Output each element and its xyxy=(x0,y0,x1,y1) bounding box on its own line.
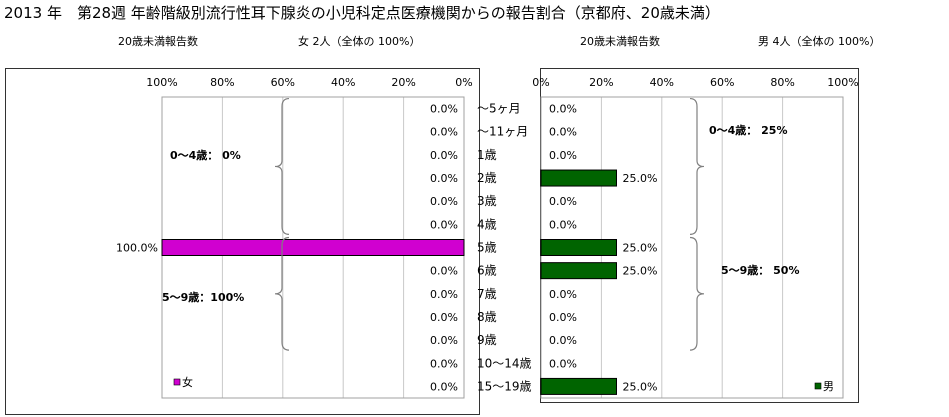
category-label: 7歳 xyxy=(477,287,497,301)
male-x-tick-label: 100% xyxy=(827,76,858,89)
male-x-tick-label: 0% xyxy=(532,76,549,89)
category-label: 5歳 xyxy=(477,241,497,255)
category-label: 4歳 xyxy=(477,217,497,231)
male-value-label: 0.0% xyxy=(549,149,577,162)
male-value-label: 0.0% xyxy=(549,334,577,347)
category-label: ～5ヶ月 xyxy=(477,102,521,116)
male-brace-0-4 xyxy=(689,97,705,235)
category-label: 8歳 xyxy=(477,310,497,324)
category-label: 6歳 xyxy=(477,264,497,278)
male-total: 男 4人（全体の 100%） xyxy=(758,35,881,48)
female-value-label: 0.0% xyxy=(430,103,458,116)
category-label: 1歳 xyxy=(477,148,497,162)
female-value-label: 0.0% xyxy=(430,126,458,139)
category-label: 15～19歳 xyxy=(477,379,532,393)
male-x-tick-label: 40% xyxy=(650,76,674,89)
male-bar xyxy=(540,169,617,187)
male-value-label: 0.0% xyxy=(549,311,577,324)
male-group-0-4-annotation: 0～4歳： 25% xyxy=(709,123,787,137)
male-chart-frame xyxy=(540,68,859,403)
category-label: 3歳 xyxy=(477,194,497,208)
male-x-tick-label: 80% xyxy=(770,76,794,89)
male-group-5-9-annotation: 5～9歳： 50% xyxy=(721,263,799,277)
male-count-label: 20歳未満報告数 xyxy=(580,35,660,48)
female-brace-5-9 xyxy=(274,236,290,351)
male-value-label: 0.0% xyxy=(549,195,577,208)
category-label: 10～14歳 xyxy=(477,356,532,370)
female-group-0-4-annotation: 0～4歳： 0% xyxy=(170,148,241,162)
male-value-label: 0.0% xyxy=(549,357,577,370)
female-value-label: 0.0% xyxy=(430,265,458,278)
female-legend-label: 女 xyxy=(182,375,193,389)
female-count-label: 20歳未満報告数 xyxy=(118,35,198,48)
male-value-label: 0.0% xyxy=(549,103,577,116)
male-value-label: 25.0% xyxy=(623,380,658,393)
male-x-tick-label: 60% xyxy=(710,76,734,89)
female-bar xyxy=(161,239,465,256)
male-bar xyxy=(540,262,617,280)
female-x-tick-label: 60% xyxy=(271,76,295,89)
male-value-label: 0.0% xyxy=(549,218,577,231)
male-legend-swatch xyxy=(814,382,822,390)
male-x-tick-label: 20% xyxy=(589,76,613,89)
female-brace-0-4 xyxy=(274,97,290,235)
female-value-label: 0.0% xyxy=(430,288,458,301)
female-value-label: 0.0% xyxy=(430,218,458,231)
female-legend-swatch xyxy=(173,378,181,386)
male-value-label: 25.0% xyxy=(623,242,658,255)
female-x-tick-label: 20% xyxy=(391,76,415,89)
category-label: ～11ヶ月 xyxy=(477,125,528,139)
female-value-label: 0.0% xyxy=(430,172,458,185)
female-value-label: 0.0% xyxy=(430,311,458,324)
female-x-tick-label: 0% xyxy=(455,76,472,89)
female-total: 女 2人（全体の 100%） xyxy=(298,35,421,48)
female-x-tick-label: 100% xyxy=(146,76,177,89)
male-value-label: 25.0% xyxy=(623,172,658,185)
male-value-label: 25.0% xyxy=(623,265,658,278)
female-value-label: 0.0% xyxy=(430,334,458,347)
male-value-label: 0.0% xyxy=(549,288,577,301)
female-value-label: 0.0% xyxy=(430,357,458,370)
female-chart-frame xyxy=(5,68,480,415)
female-x-tick-label: 40% xyxy=(331,76,355,89)
chart-title: 2013 年 第28週 年齢階級別流行性耳下腺炎の小児科定点医療機関からの報告割… xyxy=(4,4,720,22)
male-brace-5-9 xyxy=(689,236,705,351)
male-bar xyxy=(540,377,617,395)
female-x-tick-label: 80% xyxy=(210,76,234,89)
male-bar xyxy=(540,239,617,256)
female-group-5-9-annotation: 5～9歳：100% xyxy=(162,290,244,304)
male-value-label: 0.0% xyxy=(549,126,577,139)
category-label: 9歳 xyxy=(477,333,497,347)
female-value-label: 0.0% xyxy=(430,195,458,208)
female-value-label: 0.0% xyxy=(430,380,458,393)
female-value-label: 0.0% xyxy=(430,149,458,162)
female-value-label: 100.0% xyxy=(116,242,158,255)
category-label: 2歳 xyxy=(477,171,497,185)
male-legend-label: 男 xyxy=(823,380,834,393)
